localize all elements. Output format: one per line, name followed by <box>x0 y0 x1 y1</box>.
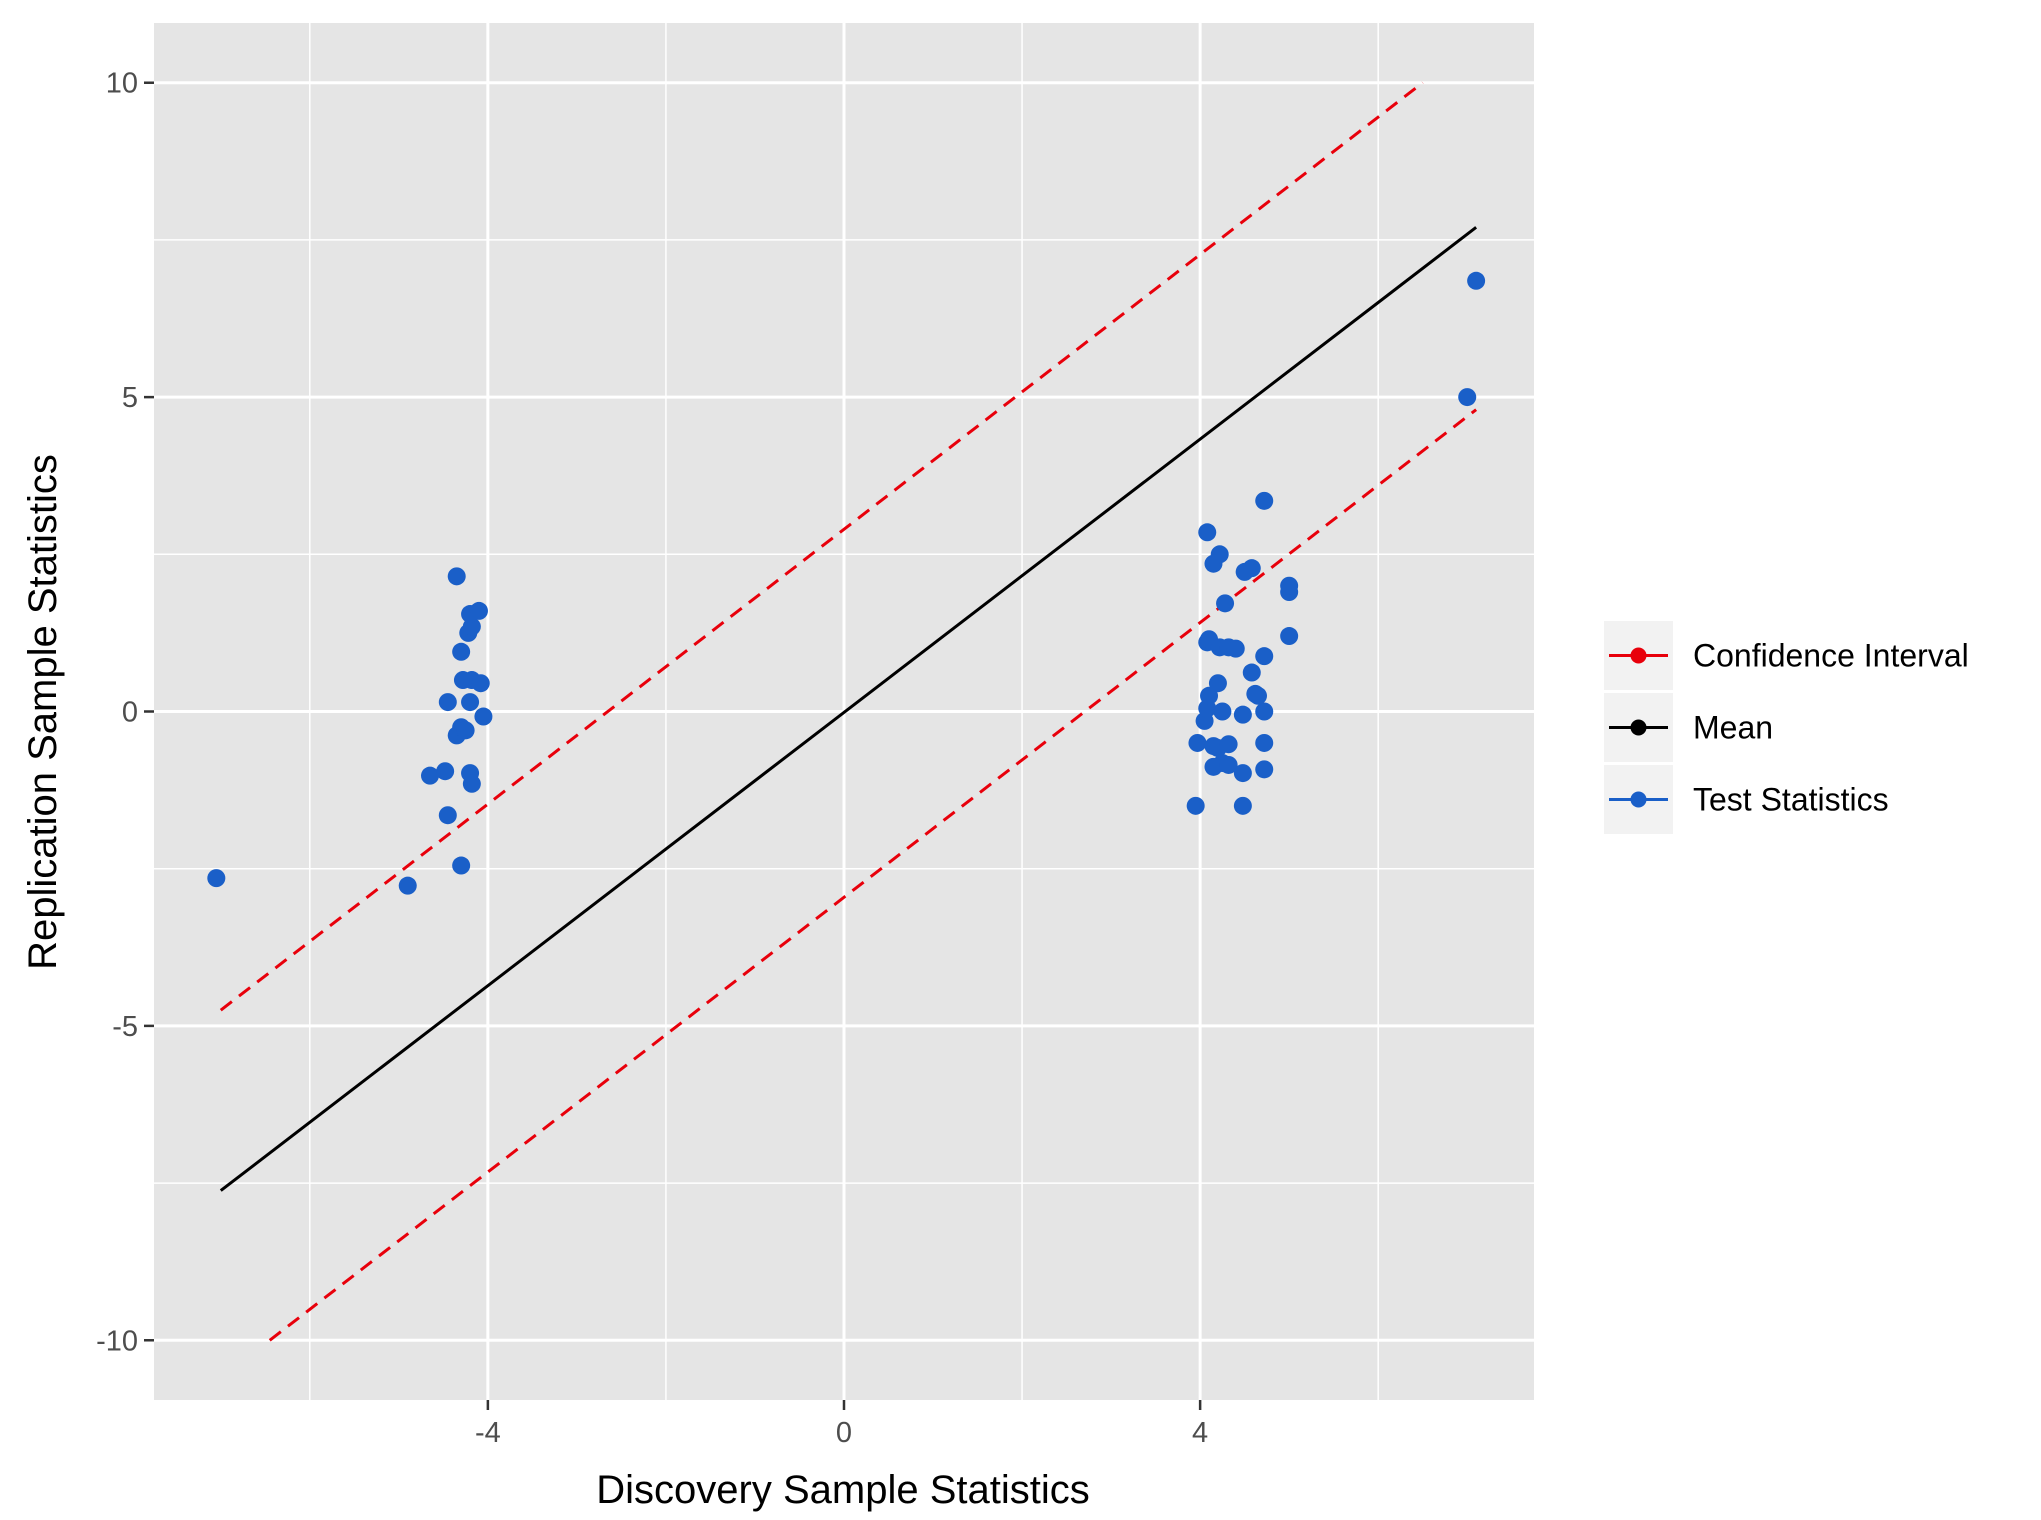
test-statistic-point <box>1280 627 1299 646</box>
legend-item: Test Statistics <box>1604 765 1889 834</box>
test-statistic-point <box>1186 796 1205 815</box>
test-statistic-point <box>1242 663 1261 682</box>
test-statistic-point <box>1458 388 1477 407</box>
test-statistic-point <box>469 601 488 620</box>
test-statistic-point <box>436 762 455 781</box>
test-statistic-point <box>462 774 481 793</box>
test-statistic-point <box>1198 523 1217 542</box>
test-statistic-point <box>1255 702 1274 721</box>
test-statistic-point <box>1216 594 1235 613</box>
test-statistic-point <box>1200 686 1219 705</box>
y-tick-label: -10 <box>96 1325 138 1357</box>
x-tick-label: 0 <box>836 1417 852 1449</box>
confidence-interval-lines <box>219 81 1478 1342</box>
test-statistic-point <box>1242 559 1261 578</box>
confidence-interval-line <box>268 408 1478 1342</box>
test-statistic-point <box>1255 647 1274 666</box>
test-statistic-point <box>461 693 480 712</box>
test-statistic-point <box>421 766 439 785</box>
test-statistics-points <box>207 271 1486 895</box>
test-statistic-point <box>207 869 226 888</box>
test-statistic-point <box>452 856 471 875</box>
test-statistic-point <box>1233 705 1252 724</box>
test-statistic-point <box>452 642 471 661</box>
mean-line <box>219 226 1478 1192</box>
test-statistic-point <box>1213 702 1232 721</box>
legend: Confidence Interval Mean Test Statistics <box>1604 621 1969 834</box>
test-statistic-point <box>398 876 417 895</box>
y-tick-label: 0 <box>122 697 138 729</box>
test-statistic-point <box>1226 639 1245 658</box>
y-tick-label: 10 <box>106 68 138 100</box>
test-statistic-point <box>1280 576 1299 595</box>
legend-key-point <box>1630 647 1647 664</box>
test-statistic-point <box>438 806 457 825</box>
test-statistic-point <box>447 567 466 586</box>
legend-label: Test Statistics <box>1693 782 1889 818</box>
axes: -4 0 4 -10 -5 0 5 10 <box>96 68 1208 1449</box>
test-statistic-point <box>438 693 457 712</box>
test-statistic-point <box>474 707 493 726</box>
test-statistic-point <box>1467 271 1486 290</box>
legend-label: Confidence Interval <box>1693 638 1969 674</box>
test-statistic-point <box>1208 674 1227 693</box>
x-tick-label: -4 <box>475 1417 501 1449</box>
legend-key-point <box>1630 791 1647 808</box>
test-statistic-point <box>1188 733 1207 752</box>
test-statistic-point <box>1233 796 1252 815</box>
test-statistic-point <box>1255 760 1274 779</box>
test-statistic-point <box>1255 491 1274 510</box>
y-axis-title: Replication Sample Statistics <box>21 454 65 970</box>
test-statistic-point <box>1249 686 1267 705</box>
test-statistic-point <box>471 674 490 693</box>
mean-line-path <box>219 226 1478 1192</box>
test-statistic-point <box>456 721 475 740</box>
confidence-interval-line <box>219 81 1424 1012</box>
x-tick-label: 4 <box>1192 1417 1208 1449</box>
legend-item: Mean <box>1604 693 1773 762</box>
legend-key-point <box>1630 719 1647 736</box>
test-statistic-point <box>1233 764 1252 783</box>
test-statistic-point <box>1219 735 1238 754</box>
test-statistic-point <box>1219 755 1238 774</box>
x-axis-title: Discovery Sample Statistics <box>596 1468 1089 1512</box>
legend-label: Mean <box>1693 710 1773 746</box>
y-tick-label: 5 <box>122 382 138 414</box>
legend-item: Confidence Interval <box>1604 621 1969 690</box>
y-tick-label: -5 <box>112 1011 138 1043</box>
test-statistic-point <box>1210 545 1229 564</box>
test-statistic-point <box>1255 733 1274 752</box>
